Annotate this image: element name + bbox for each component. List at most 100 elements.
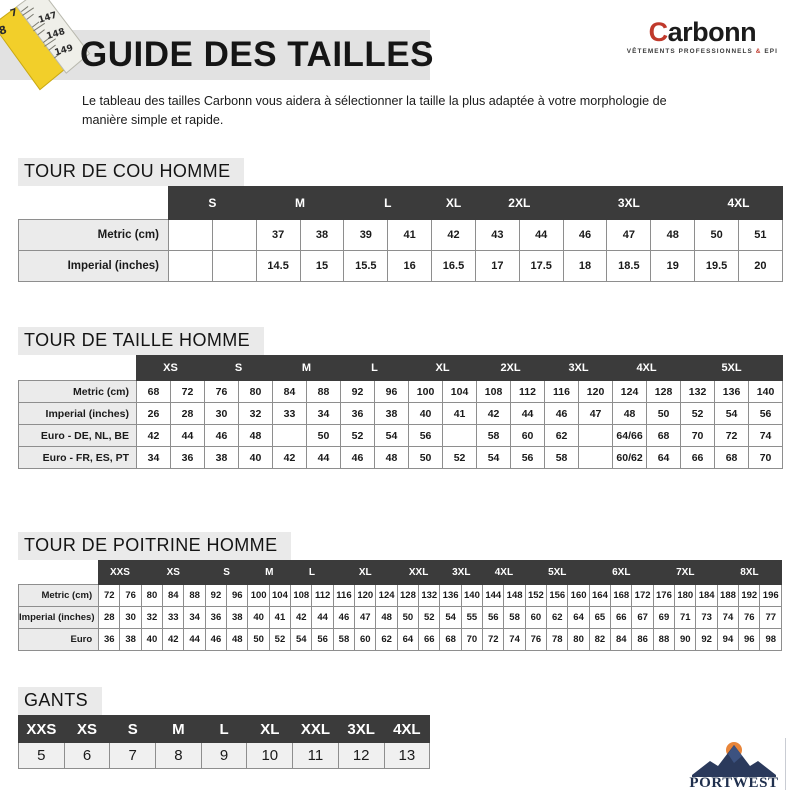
table-cell: 84 bbox=[162, 584, 185, 607]
table-cell: 54 bbox=[290, 628, 313, 651]
table-cell: 50 bbox=[646, 402, 682, 425]
row-label: Euro - DE, NL, BE bbox=[18, 424, 137, 447]
brand-tagline: VÊTEMENTS PROFESSIONNELS & EPI bbox=[627, 48, 778, 55]
table-cell: 6 bbox=[63, 742, 111, 769]
table-cell: 58 bbox=[544, 446, 580, 469]
section-gloves: GANTS XXS XS S M L XL XXL 3XL 4XL 5 6 7 8 9 10 11 12 13 bbox=[18, 687, 431, 769]
table-cell: 168 bbox=[610, 584, 633, 607]
table-cell: 50 bbox=[408, 446, 444, 469]
column-header-xxs: XXS bbox=[18, 715, 65, 743]
table-cell: 46 bbox=[332, 606, 356, 629]
table-cell: 188 bbox=[716, 584, 740, 607]
table-cell: 98 bbox=[759, 628, 782, 651]
table-cell: 52 bbox=[268, 628, 292, 651]
table-cell: 42 bbox=[272, 446, 307, 469]
table-cell: 39 bbox=[343, 219, 389, 251]
table-cell: 156 bbox=[546, 584, 569, 607]
table-chest: XXS XS S M L XL XXL 3XL 4XL 5XL 6XL 7XL 8XL Metric (c… bbox=[17, 560, 783, 651]
column-header-m: M bbox=[255, 186, 345, 220]
table-cell: 64/66 bbox=[612, 424, 648, 447]
column-header-3xl: 3XL bbox=[562, 186, 696, 220]
table-cell bbox=[578, 424, 614, 447]
table-cell: 120 bbox=[578, 380, 614, 403]
table-cell: 144 bbox=[482, 584, 505, 607]
brand-tagline-post: EPI bbox=[761, 48, 778, 55]
table-cell: 38 bbox=[299, 219, 345, 251]
table-cell: 56 bbox=[748, 402, 784, 425]
table-cell: 7 bbox=[109, 742, 157, 769]
column-header-xxs: XXS bbox=[98, 560, 142, 585]
table-cell: 50 bbox=[305, 424, 342, 447]
table-cell: 74 bbox=[503, 628, 526, 651]
table-gloves: XXS XS S M L XL XXL 3XL 4XL 5 6 7 8 9 10 11 12 13 bbox=[18, 715, 431, 769]
column-header-xl: XL bbox=[431, 186, 476, 220]
table-cell: 46 bbox=[204, 424, 239, 447]
table-row: Metric (cm) 68 72 76 80 84 88 92 96 100 104 108 112 1… bbox=[18, 380, 784, 403]
table-cell: 28 bbox=[98, 606, 121, 629]
table-cell: 77 bbox=[759, 606, 782, 629]
table-cell: 112 bbox=[311, 584, 334, 607]
table-cell: 34 bbox=[183, 606, 206, 629]
column-header-l: L bbox=[290, 560, 334, 585]
table-neck: S M L XL 2XL 3XL 4XL Metric (cm) 37 38 39 41 42 43 44 4… bbox=[18, 186, 783, 282]
table-cell: 140 bbox=[748, 380, 784, 403]
table-cell: 14.5 bbox=[255, 250, 301, 282]
row-label: Imperial (inches) bbox=[17, 606, 100, 629]
table-cell: 46 bbox=[340, 446, 376, 469]
table-cell: 17.5 bbox=[518, 250, 564, 282]
column-header-6xl: 6XL bbox=[588, 560, 654, 585]
table-cell: 68 bbox=[646, 424, 682, 447]
table-cell: 184 bbox=[695, 584, 718, 607]
column-header-xxl: XXL bbox=[292, 715, 339, 743]
table-row: Euro - FR, ES, PT 34 36 38 40 42 44 46 48 50 52 54 5… bbox=[18, 446, 784, 469]
table-cell: 136 bbox=[714, 380, 750, 403]
table-cell: 36 bbox=[340, 402, 376, 425]
table-cell: 8 bbox=[155, 742, 202, 769]
table-cell: 74 bbox=[748, 424, 784, 447]
table-cell: 18.5 bbox=[606, 250, 652, 282]
table-cell: 47 bbox=[578, 402, 614, 425]
table-cell: 88 bbox=[183, 584, 206, 607]
table-cell: 116 bbox=[544, 380, 580, 403]
row-label: Metric (cm) bbox=[17, 584, 100, 607]
table-cell: 60 bbox=[524, 606, 548, 629]
table-cell bbox=[211, 219, 257, 251]
table-cell: 47 bbox=[606, 219, 652, 251]
brand-name: Carbonn bbox=[627, 18, 778, 46]
table-cell: 132 bbox=[680, 380, 716, 403]
table-cell: 44 bbox=[170, 424, 205, 447]
table-cell: 44 bbox=[510, 402, 546, 425]
table-cell: 140 bbox=[460, 584, 484, 607]
mountain-sun-icon bbox=[692, 742, 776, 777]
table-cell: 108 bbox=[290, 584, 313, 607]
brand-tagline-pre: VÊTEMENTS PROFESSIONNELS bbox=[626, 48, 756, 55]
column-header-5xl: 5XL bbox=[680, 355, 784, 381]
table-cell: 152 bbox=[524, 584, 548, 607]
table-cell: 50 bbox=[694, 219, 739, 251]
table-cell: 36 bbox=[98, 628, 121, 651]
table-cell: 72 bbox=[170, 380, 205, 403]
table-cell: 72 bbox=[482, 628, 505, 651]
table-cell: 60/62 bbox=[612, 446, 648, 469]
table-cell: 54 bbox=[714, 402, 750, 425]
table-cell: 96 bbox=[226, 584, 249, 607]
table-cell: 80 bbox=[238, 380, 273, 403]
table-cell: 52 bbox=[340, 424, 376, 447]
table-cell: 124 bbox=[375, 584, 398, 607]
table-cell: 92 bbox=[204, 584, 228, 607]
column-header-4xl: 4XL bbox=[694, 186, 783, 220]
table-cell: 76 bbox=[204, 380, 239, 403]
table-cell: 128 bbox=[396, 584, 420, 607]
column-header-l: L bbox=[340, 355, 410, 381]
section-waist: TOUR DE TAILLE HOMME XS S M L XL 2XL 3XL 4XL 5XL… bbox=[18, 327, 784, 469]
table-cell: 136 bbox=[439, 584, 462, 607]
table-cell: 72 bbox=[98, 584, 121, 607]
table-cell bbox=[442, 424, 478, 447]
column-header-xs: XS bbox=[140, 560, 206, 585]
column-header-m: M bbox=[247, 560, 292, 585]
column-header-s: S bbox=[204, 560, 249, 585]
table-cell: 196 bbox=[759, 584, 782, 607]
table-cell: 56 bbox=[510, 446, 546, 469]
table-cell: 172 bbox=[631, 584, 654, 607]
table-cell: 64 bbox=[396, 628, 420, 651]
